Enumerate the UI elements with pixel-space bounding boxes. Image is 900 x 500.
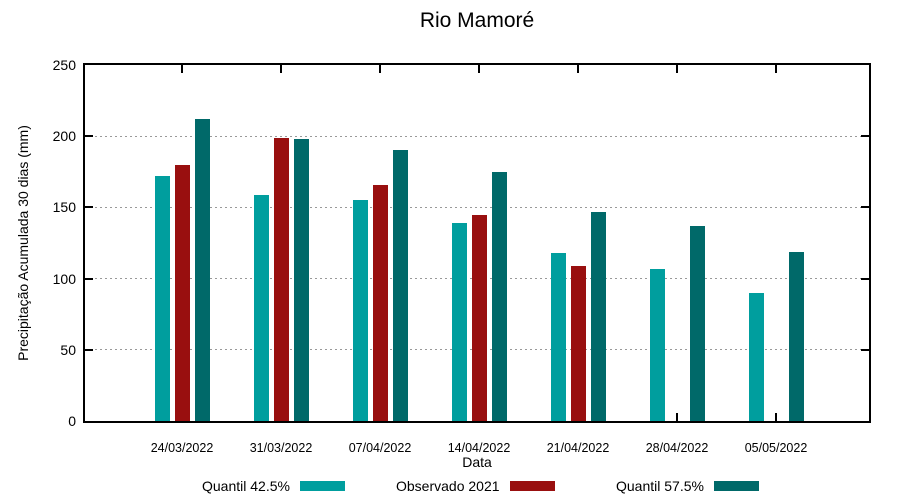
- y-axis-tick: [85, 277, 93, 280]
- bar-quantil-57-5-: [590, 211, 606, 421]
- x-axis-tick: [775, 65, 777, 73]
- y-axis-label: Precipitação Acumulada 30 dias (mm): [15, 125, 31, 361]
- x-axis-tick: [280, 65, 282, 73]
- bar-observado-2021: [372, 184, 388, 421]
- y-axis-tick: [861, 206, 869, 209]
- x-axis-label: Data: [462, 454, 492, 470]
- legend-item: Quantil 42.5%: [202, 478, 345, 494]
- bar-quantil-42-5-: [550, 252, 566, 421]
- x-tick-label: 05/05/2022: [744, 441, 808, 455]
- bar-quantil-57-5-: [194, 119, 210, 421]
- y-tick-label: 200: [52, 128, 76, 145]
- legend-label: Observado 2021: [396, 478, 500, 494]
- y-axis-tick: [85, 348, 93, 351]
- bar-quantil-57-5-: [392, 150, 408, 421]
- bar-quantil-57-5-: [491, 171, 507, 421]
- bar-observado-2021: [273, 137, 289, 421]
- gridline: [85, 135, 869, 137]
- x-axis-tick: [181, 65, 183, 73]
- legend-swatch: [713, 481, 759, 491]
- legend-label: Quantil 57.5%: [616, 478, 704, 494]
- x-tick-label: 07/04/2022: [348, 441, 412, 455]
- x-axis-tick: [478, 65, 480, 73]
- bar-quantil-57-5-: [689, 225, 705, 421]
- x-axis-tick: [577, 65, 579, 73]
- bar-quantil-57-5-: [788, 251, 804, 421]
- y-axis-tick: [861, 135, 869, 138]
- x-tick-label: 24/03/2022: [150, 441, 214, 455]
- y-axis-tick: [85, 135, 93, 138]
- legend-item: Observado 2021: [396, 478, 555, 494]
- bar-quantil-42-5-: [649, 268, 665, 421]
- bar-quantil-42-5-: [748, 292, 764, 421]
- chart-title: Rio Mamoré: [419, 9, 535, 32]
- y-axis-tick: [861, 348, 869, 351]
- y-tick-label: 150: [52, 199, 76, 216]
- bar-quantil-42-5-: [154, 176, 170, 421]
- y-tick-label: 250: [52, 57, 76, 73]
- x-axis-tick: [676, 65, 678, 73]
- legend-item: Quantil 57.5%: [616, 478, 759, 494]
- y-tick-label: 50: [60, 341, 76, 358]
- gridline: [85, 206, 869, 208]
- x-axis-tick: [775, 413, 777, 421]
- legend-swatch: [299, 481, 345, 491]
- bar-observado-2021: [174, 164, 190, 421]
- bar-observado-2021: [471, 214, 487, 421]
- x-axis-tick: [676, 413, 678, 421]
- bar-observado-2021: [570, 265, 586, 421]
- x-tick-label: 31/03/2022: [249, 441, 313, 455]
- x-axis-tick: [379, 65, 381, 73]
- x-tick-label: 14/04/2022: [447, 441, 511, 455]
- bar-quantil-42-5-: [352, 200, 368, 421]
- legend-swatch: [509, 481, 555, 491]
- y-axis-tick: [861, 277, 869, 280]
- y-tick-label: 100: [52, 270, 76, 287]
- legend-label: Quantil 42.5%: [202, 478, 290, 494]
- bar-quantil-57-5-: [293, 139, 309, 421]
- y-axis-tick: [85, 206, 93, 209]
- x-tick-label: 21/04/2022: [546, 441, 610, 455]
- y-tick-label: 0: [68, 413, 76, 429]
- x-tick-label: 28/04/2022: [645, 441, 709, 455]
- bar-quantil-42-5-: [253, 194, 269, 421]
- bar-quantil-42-5-: [451, 223, 467, 421]
